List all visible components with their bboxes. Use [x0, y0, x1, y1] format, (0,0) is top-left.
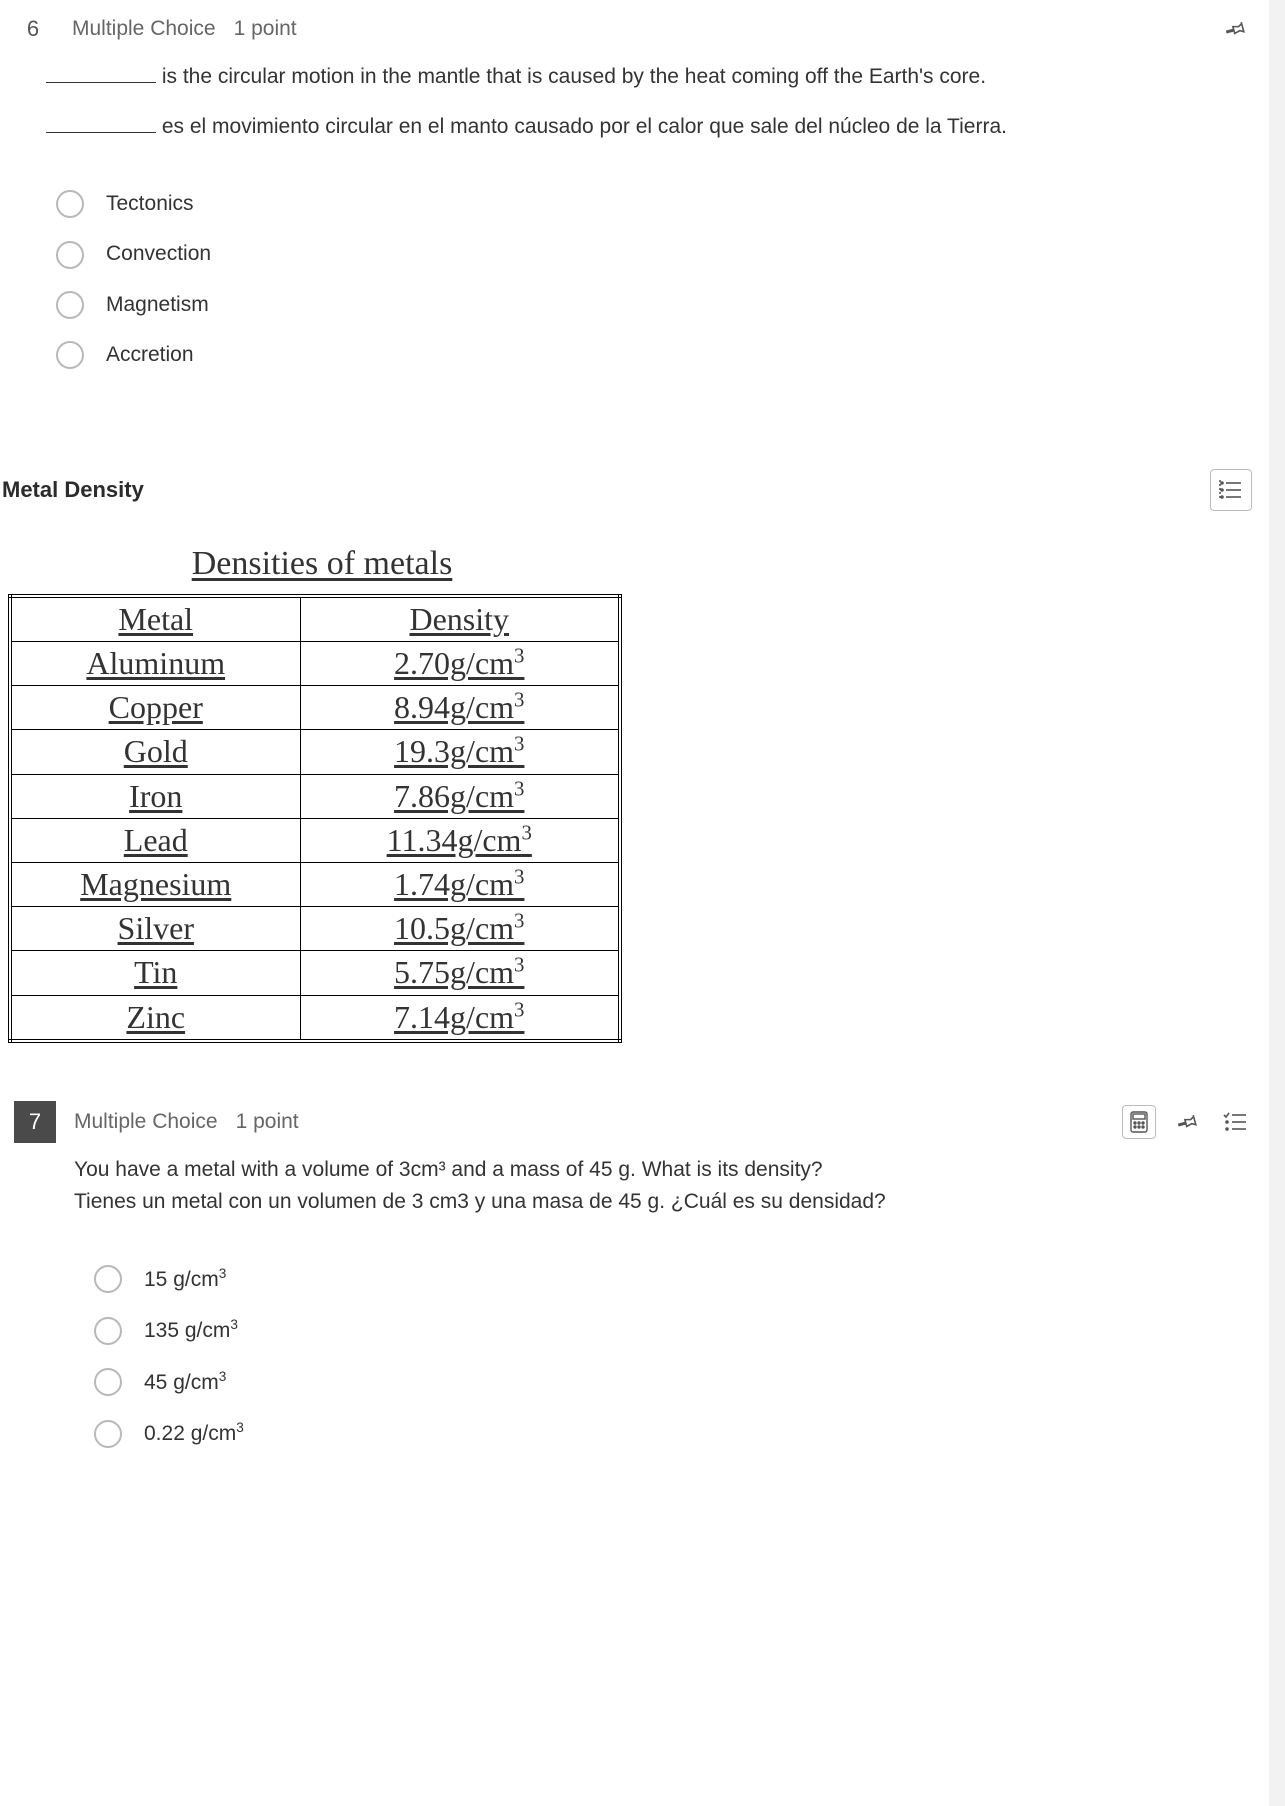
calculator-icon[interactable] [1122, 1105, 1156, 1139]
metal-cell: Silver [10, 907, 300, 951]
option-tectonics[interactable]: Tectonics [56, 179, 1252, 229]
question-tools [1122, 1105, 1252, 1139]
question-number: 7 [14, 1101, 56, 1143]
table-row: Aluminum2.70g/cm3 [10, 642, 620, 686]
option-accretion[interactable]: Accretion [56, 330, 1252, 380]
checklist-icon[interactable] [1218, 1105, 1252, 1139]
density-cell: 10.5g/cm3 [300, 907, 620, 951]
question-points-label: 1 point [236, 1107, 299, 1137]
metal-cell: Zinc [10, 995, 300, 1041]
metal-cell: Iron [10, 774, 300, 818]
question-body: is the circular motion in the mantle tha… [12, 62, 1252, 173]
metal-cell: Lead [10, 818, 300, 862]
radio-icon[interactable] [56, 241, 84, 269]
metal-cell: Copper [10, 686, 300, 730]
pin-icon[interactable] [1170, 1105, 1204, 1139]
fill-blank [46, 132, 156, 133]
list-icon[interactable] [1210, 469, 1252, 511]
table-header-row: Metal Density [10, 596, 620, 642]
col-header-density: Density [300, 596, 620, 642]
option-label: Convection [106, 239, 211, 269]
table-row: Magnesium1.74g/cm3 [10, 863, 620, 907]
table-row: Lead11.34g/cm3 [10, 818, 620, 862]
question-body: You have a metal with a volume of 3cm³ a… [14, 1155, 1252, 1248]
density-cell: 7.14g/cm3 [300, 995, 620, 1041]
option-022[interactable]: 0.22 g/cm3 [94, 1408, 1252, 1459]
question-header: 6 Multiple Choice 1 point [12, 0, 1252, 62]
table-row: Zinc7.14g/cm3 [10, 995, 620, 1041]
option-label: Tectonics [106, 189, 194, 219]
table-row: Tin5.75g/cm3 [10, 951, 620, 995]
question-header: 7 Multiple Choice 1 point [14, 1093, 1252, 1155]
scrollbar[interactable] [1269, 0, 1285, 1806]
option-label: 45 g/cm3 [144, 1367, 226, 1398]
section-title: Metal Density [2, 474, 144, 506]
option-label: 15 g/cm3 [144, 1264, 226, 1295]
density-cell: 19.3g/cm3 [300, 730, 620, 774]
option-convection[interactable]: Convection [56, 229, 1252, 279]
question-text-es: Tienes un metal con un volumen de 3 cm3 … [74, 1187, 1232, 1217]
density-table: Metal Density Aluminum2.70g/cm3 Copper8.… [8, 594, 622, 1043]
radio-icon[interactable] [94, 1368, 122, 1396]
table-row: Silver10.5g/cm3 [10, 907, 620, 951]
section-header: Metal Density [0, 431, 1285, 539]
option-label: Magnetism [106, 290, 209, 320]
table-row: Iron7.86g/cm3 [10, 774, 620, 818]
density-cell: 8.94g/cm3 [300, 686, 620, 730]
density-cell: 11.34g/cm3 [300, 818, 620, 862]
question-number: 6 [12, 8, 54, 50]
question-6: 6 Multiple Choice 1 point is the circula… [12, 0, 1285, 431]
density-cell: 2.70g/cm3 [300, 642, 620, 686]
option-label: Accretion [106, 340, 194, 370]
radio-icon[interactable] [56, 291, 84, 319]
table-row: Copper8.94g/cm3 [10, 686, 620, 730]
fill-blank [46, 82, 156, 83]
metal-cell: Gold [10, 730, 300, 774]
question-text-en: is the circular motion in the mantle tha… [46, 62, 1232, 92]
question-tools [1218, 12, 1252, 46]
option-label: 0.22 g/cm3 [144, 1418, 244, 1449]
options-list: Tectonics Convection Magnetism Accretion [12, 173, 1252, 391]
question-points-label: 1 point [234, 14, 297, 44]
options-list: 15 g/cm3 135 g/cm3 45 g/cm3 0.22 g/cm3 [14, 1248, 1252, 1470]
radio-icon[interactable] [56, 341, 84, 369]
metal-cell: Magnesium [10, 863, 300, 907]
question-type-label: Multiple Choice [72, 14, 216, 44]
density-cell: 7.86g/cm3 [300, 774, 620, 818]
radio-icon[interactable] [94, 1420, 122, 1448]
question-text-es-content: es el movimiento circular en el manto ca… [156, 115, 1007, 138]
question-text-en: You have a metal with a volume of 3cm³ a… [74, 1155, 1232, 1185]
density-cell: 5.75g/cm3 [300, 951, 620, 995]
option-label: 135 g/cm3 [144, 1315, 238, 1346]
radio-icon[interactable] [56, 190, 84, 218]
metal-cell: Tin [10, 951, 300, 995]
question-7: 7 Multiple Choice 1 point [0, 1093, 1285, 1510]
density-cell: 1.74g/cm3 [300, 863, 620, 907]
option-15[interactable]: 15 g/cm3 [94, 1254, 1252, 1305]
radio-icon[interactable] [94, 1317, 122, 1345]
table-row: Gold19.3g/cm3 [10, 730, 620, 774]
metal-cell: Aluminum [10, 642, 300, 686]
pin-icon[interactable] [1218, 12, 1252, 46]
table-caption: Densities of metals [8, 539, 636, 588]
question-text-es: es el movimiento circular en el manto ca… [46, 112, 1232, 142]
question-text-en-content: is the circular motion in the mantle tha… [156, 65, 986, 88]
col-header-metal: Metal [10, 596, 300, 642]
option-magnetism[interactable]: Magnetism [56, 280, 1252, 330]
density-table-region: Densities of metals Metal Density Alumin… [0, 539, 1285, 1093]
option-45[interactable]: 45 g/cm3 [94, 1357, 1252, 1408]
option-135[interactable]: 135 g/cm3 [94, 1305, 1252, 1356]
radio-icon[interactable] [94, 1265, 122, 1293]
question-type-label: Multiple Choice [74, 1107, 218, 1137]
